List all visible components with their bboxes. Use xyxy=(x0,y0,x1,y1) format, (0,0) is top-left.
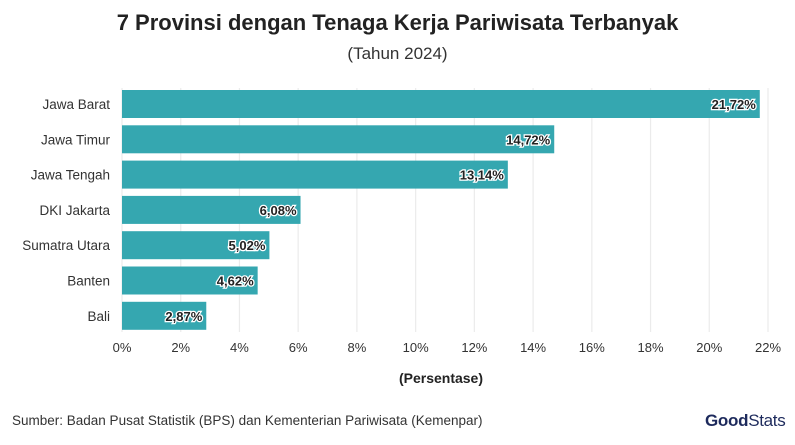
goodstats-logo: GoodStats xyxy=(705,411,786,431)
x-tick-label: 16% xyxy=(579,340,605,355)
bar xyxy=(122,160,508,189)
x-tick-label: 12% xyxy=(461,340,487,355)
bar xyxy=(122,301,207,330)
y-category-label: Sumatra Utara xyxy=(22,238,110,253)
data-label: 13,14% xyxy=(460,168,505,183)
data-label: 6,08% xyxy=(260,203,297,218)
data-label: 21,72% xyxy=(712,97,757,112)
data-label: 2,87% xyxy=(165,309,202,324)
y-category-label: Bali xyxy=(87,309,110,324)
x-axis-title: (Persentase) xyxy=(399,370,483,386)
x-tick-label: 22% xyxy=(755,340,781,355)
x-tick-label: 4% xyxy=(230,340,249,355)
data-label: 4,62% xyxy=(217,274,254,289)
chart-title: 7 Provinsi dengan Tenaga Kerja Pariwisat… xyxy=(116,10,679,35)
y-category-label: DKI Jakarta xyxy=(39,203,110,218)
bar xyxy=(122,266,258,295)
bar-chart: 0% 2% 4% 6% 8% 10% 12% 14% 16% 18% 20% 22% Jawa Bara… xyxy=(22,88,781,386)
bar xyxy=(122,125,555,154)
logo-light: Stats xyxy=(748,411,786,430)
y-category-label: Jawa Tengah xyxy=(31,168,110,183)
bar xyxy=(122,231,270,260)
x-tick-label: 8% xyxy=(348,340,367,355)
y-category-label: Jawa Barat xyxy=(42,97,110,112)
data-label: 14,72% xyxy=(506,132,551,147)
x-tick-label: 6% xyxy=(289,340,308,355)
x-tick-label: 14% xyxy=(520,340,546,355)
logo-bold: Good xyxy=(705,411,749,430)
y-category-label: Banten xyxy=(67,274,110,289)
x-tick-label: 0% xyxy=(113,340,132,355)
x-tick-label: 20% xyxy=(696,340,722,355)
x-tick-label: 2% xyxy=(171,340,190,355)
y-category-label: Jawa Timur xyxy=(41,132,111,147)
x-tick-label: 18% xyxy=(638,340,664,355)
source-note: Sumber: Badan Pusat Statistik (BPS) dan … xyxy=(12,413,483,428)
bar xyxy=(122,195,301,224)
bar xyxy=(122,90,760,118)
data-label: 5,02% xyxy=(229,238,266,253)
x-tick-label: 10% xyxy=(403,340,429,355)
chart-subtitle: (Tahun 2024) xyxy=(347,44,448,63)
